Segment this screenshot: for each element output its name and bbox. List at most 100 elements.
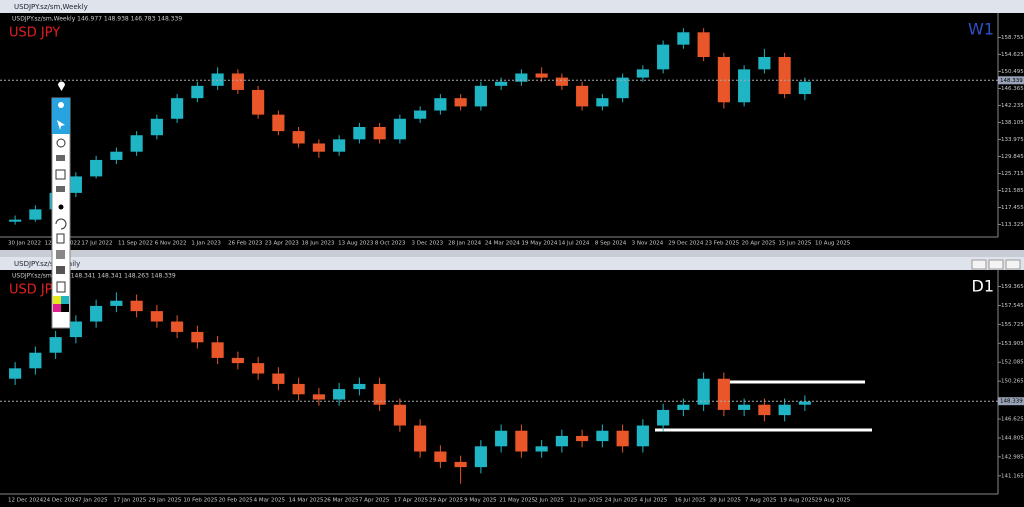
y-tick-label: 150.265 bbox=[1001, 379, 1024, 385]
x-tick-label: 9 May 2025 bbox=[464, 498, 497, 504]
x-tick-label: 1 Jan 2023 bbox=[191, 241, 221, 247]
candle-body bbox=[312, 143, 325, 152]
candle-body bbox=[292, 383, 305, 395]
x-tick-label: 4 Mar 2025 bbox=[254, 498, 286, 504]
x-tick-label: 17 Apr 2025 bbox=[394, 498, 429, 504]
chart-info: USDJPY.sz/sm,Weekly 146.977 148.938 146.… bbox=[12, 16, 182, 23]
candle-body bbox=[171, 98, 184, 119]
x-tick-label: 24 Jun 2025 bbox=[604, 498, 638, 504]
last-price-box bbox=[998, 76, 1024, 85]
candle-body bbox=[49, 337, 62, 353]
y-tick-label: 150.495 bbox=[1001, 69, 1024, 75]
x-tick-label: 26 Feb 2023 bbox=[228, 241, 263, 247]
candle-body bbox=[9, 368, 22, 379]
candle-body bbox=[373, 383, 386, 405]
window-title: USDJPY.sz/sm,Weekly bbox=[14, 3, 88, 11]
candle-body bbox=[252, 89, 265, 115]
chart-window bbox=[0, 13, 1024, 250]
x-tick-label: 28 Jan 2024 bbox=[448, 241, 481, 247]
x-tick-label: 14 Jul 2024 bbox=[558, 241, 590, 247]
x-tick-label: 7 Apr 2025 bbox=[359, 498, 390, 504]
candle-body bbox=[434, 451, 447, 462]
y-tick-label: 152.085 bbox=[1001, 360, 1024, 366]
x-tick-label: 29 Jan 2025 bbox=[148, 498, 181, 504]
candle-body bbox=[697, 32, 710, 57]
x-tick-label: 2 Jun 2025 bbox=[534, 498, 564, 504]
candle-body bbox=[333, 139, 346, 152]
y-tick-label: 154.625 bbox=[1001, 52, 1024, 58]
candle-body bbox=[474, 85, 487, 107]
candle-body bbox=[9, 219, 22, 222]
candle-body bbox=[454, 98, 467, 107]
x-tick-label: 21 May 2025 bbox=[499, 498, 535, 504]
x-tick-label: 12 Dec 2024 bbox=[8, 498, 44, 504]
x-tick-label: 29 Apr 2025 bbox=[429, 498, 464, 504]
x-tick-label: 10 Feb 2025 bbox=[183, 498, 218, 504]
last-price-label: 148.339 bbox=[1000, 78, 1023, 84]
chart-info: USDJPY.sz/sm,Daily 148.341 148.341 148.2… bbox=[12, 273, 176, 280]
y-tick-label: 113.325 bbox=[1001, 222, 1024, 228]
y-tick-label: 141.165 bbox=[1001, 473, 1024, 479]
candle-body bbox=[576, 435, 589, 442]
candle-body bbox=[29, 209, 42, 220]
candle-body bbox=[29, 352, 42, 369]
candle-body bbox=[69, 176, 82, 193]
candle-body bbox=[333, 389, 346, 400]
window-buttons[interactable] bbox=[971, 259, 1021, 270]
candle-body bbox=[596, 98, 609, 107]
y-tick-label: 133.975 bbox=[1001, 137, 1024, 143]
candle-body bbox=[535, 446, 548, 452]
x-tick-label: 24 Dec 2024 bbox=[43, 498, 79, 504]
candle-body bbox=[677, 32, 690, 45]
candle-body bbox=[717, 57, 730, 103]
candle-body bbox=[778, 404, 791, 416]
y-tick-label: 129.845 bbox=[1001, 154, 1024, 160]
x-tick-label: 28 Jul 2025 bbox=[710, 498, 742, 504]
x-tick-label: 3 Dec 2023 bbox=[412, 241, 444, 247]
candle-body bbox=[596, 430, 609, 442]
candle-body bbox=[130, 135, 143, 152]
candle-body bbox=[211, 73, 224, 86]
candle-body bbox=[717, 378, 730, 410]
x-tick-label: 8 Sep 2024 bbox=[595, 241, 627, 247]
x-tick-label: 30 Jan 2022 bbox=[8, 241, 41, 247]
candle-body bbox=[414, 110, 427, 119]
x-tick-label: 16 Jul 2025 bbox=[675, 498, 707, 504]
pin-icon bbox=[58, 81, 65, 91]
candle-body bbox=[130, 300, 143, 312]
x-tick-label: 19 May 2024 bbox=[522, 241, 558, 247]
x-tick-label: 13 Aug 2023 bbox=[338, 241, 374, 247]
candle-body bbox=[110, 300, 123, 306]
candle-body bbox=[231, 357, 244, 364]
candle-body bbox=[211, 342, 224, 358]
candle-body bbox=[555, 435, 568, 447]
y-tick-label: 117.455 bbox=[1001, 205, 1024, 211]
candle-body bbox=[434, 98, 447, 111]
candle-body bbox=[616, 430, 629, 447]
candle-body bbox=[798, 401, 811, 405]
toolbar[interactable] bbox=[51, 97, 71, 329]
candle-body bbox=[414, 425, 427, 452]
candle-body bbox=[495, 81, 508, 86]
x-tick-label: 14 Mar 2025 bbox=[289, 498, 324, 504]
candle-body bbox=[495, 430, 508, 447]
candle-body bbox=[738, 69, 751, 103]
x-tick-label: 18 Jun 2023 bbox=[301, 241, 335, 247]
x-tick-label: 20 Apr 2025 bbox=[742, 241, 777, 247]
x-tick-label: 19 Aug 2025 bbox=[780, 498, 816, 504]
candle-body bbox=[191, 331, 204, 343]
y-tick-label: 142.985 bbox=[1001, 454, 1024, 460]
x-tick-label: 29 Aug 2025 bbox=[815, 498, 851, 504]
y-tick-label: 142.235 bbox=[1001, 103, 1024, 109]
candle-body bbox=[616, 77, 629, 99]
y-tick-label: 159.365 bbox=[1001, 284, 1024, 290]
candle-body bbox=[353, 383, 366, 390]
x-tick-label: 7 Aug 2025 bbox=[745, 498, 777, 504]
candle-body bbox=[474, 446, 487, 468]
candle-body bbox=[272, 373, 285, 384]
candle-body bbox=[90, 159, 103, 177]
candle-body bbox=[657, 44, 670, 70]
x-tick-label: 24 Mar 2024 bbox=[485, 241, 520, 247]
